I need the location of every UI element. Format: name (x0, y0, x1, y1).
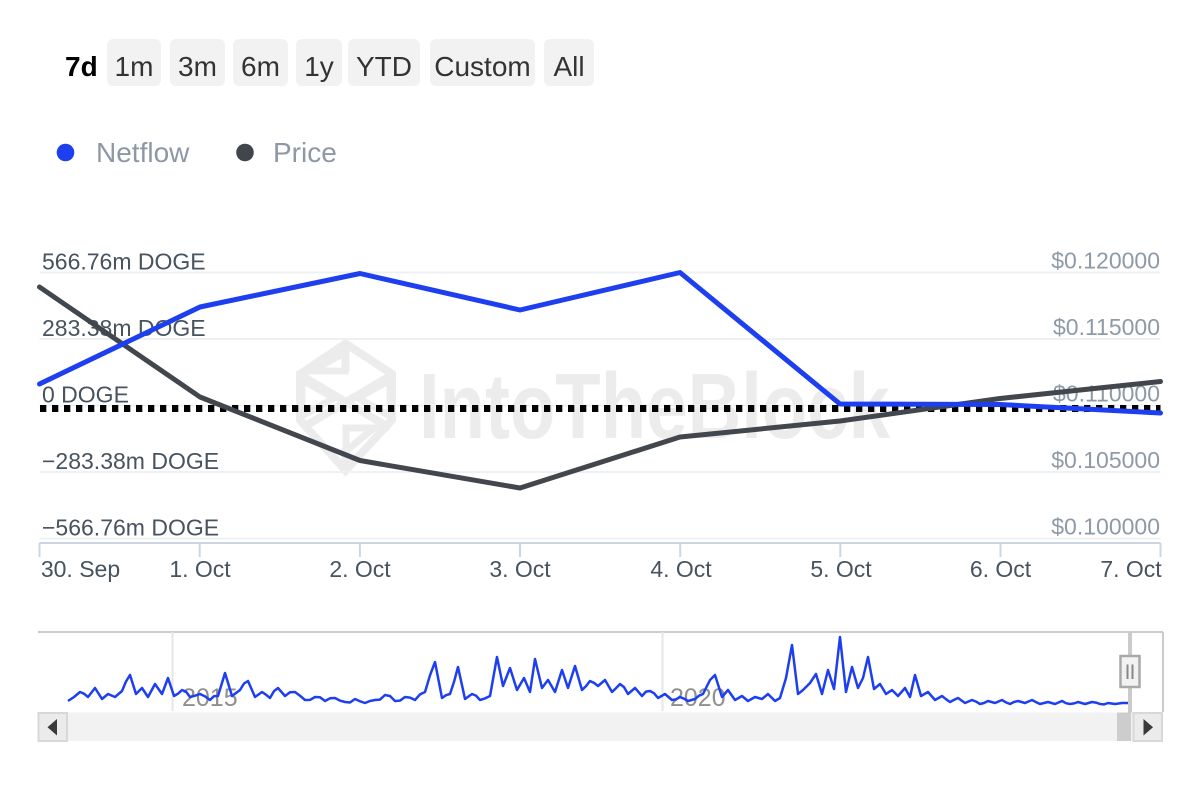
svg-text:3. Oct: 3. Oct (489, 556, 551, 582)
svg-text:−566.76m DOGE: −566.76m DOGE (42, 515, 219, 541)
svg-text:7d: 7d (65, 51, 98, 82)
svg-text:YTD: YTD (356, 51, 412, 82)
svg-text:0 DOGE: 0 DOGE (42, 382, 129, 408)
svg-text:Netflow: Netflow (96, 137, 190, 168)
svg-text:Custom: Custom (434, 51, 530, 82)
svg-text:3m: 3m (178, 51, 217, 82)
svg-text:6m: 6m (241, 51, 280, 82)
svg-text:2. Oct: 2. Oct (329, 556, 391, 582)
svg-text:$0.100000: $0.100000 (1051, 514, 1160, 540)
svg-text:All: All (553, 51, 584, 82)
svg-text:$0.115000: $0.115000 (1053, 314, 1160, 340)
svg-text:1m: 1m (115, 51, 154, 82)
svg-text:7. Oct: 7. Oct (1100, 556, 1162, 582)
svg-text:$0.120000: $0.120000 (1051, 248, 1160, 274)
svg-text:5. Oct: 5. Oct (810, 556, 872, 582)
svg-text:1y: 1y (304, 51, 334, 82)
svg-text:283.38m DOGE: 283.38m DOGE (42, 315, 206, 341)
svg-text:4. Oct: 4. Oct (650, 556, 712, 582)
svg-text:566.76m DOGE: 566.76m DOGE (42, 249, 206, 275)
svg-text:$0.105000: $0.105000 (1051, 447, 1160, 473)
svg-text:1. Oct: 1. Oct (169, 556, 231, 582)
svg-text:2015: 2015 (182, 684, 238, 712)
svg-text:Price: Price (273, 137, 337, 168)
svg-text:30. Sep: 30. Sep (41, 556, 120, 582)
svg-text:−283.38m DOGE: −283.38m DOGE (42, 448, 219, 474)
svg-text:6. Oct: 6. Oct (970, 556, 1032, 582)
